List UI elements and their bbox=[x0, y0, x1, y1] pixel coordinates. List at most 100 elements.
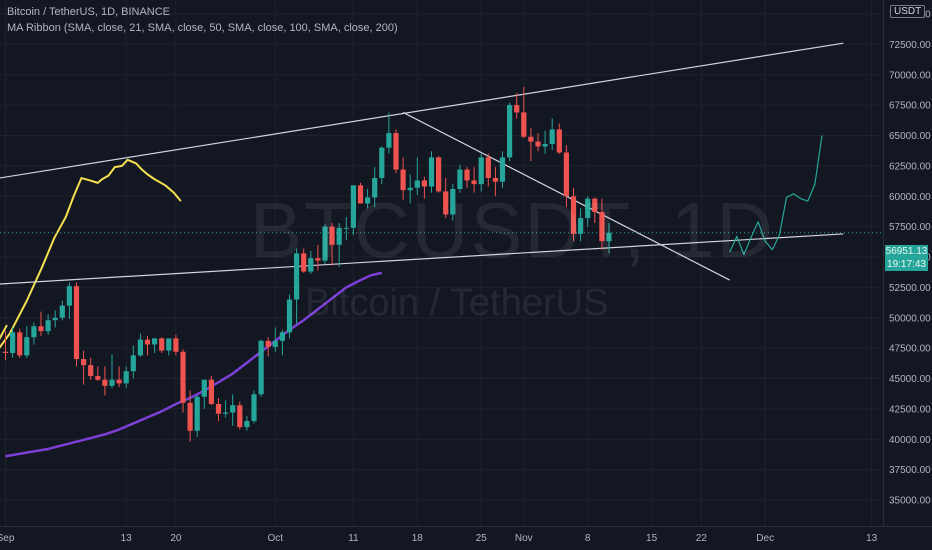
ma-21-line bbox=[0, 158, 182, 349]
symbol-watermark: BTCUSDT, 1D bbox=[250, 186, 775, 274]
time-tick-label: 13 bbox=[866, 533, 878, 544]
candle-body bbox=[407, 187, 413, 191]
candle-body bbox=[52, 317, 58, 321]
price-tick-label: 70000.00 bbox=[889, 70, 931, 81]
candle-body bbox=[59, 305, 65, 318]
candle-body bbox=[38, 326, 44, 332]
candle-body bbox=[123, 371, 129, 384]
price-tick-label: 60000.00 bbox=[889, 192, 931, 203]
candle-body bbox=[485, 157, 491, 179]
price-axis-panel bbox=[883, 0, 932, 550]
candle-body bbox=[308, 258, 314, 272]
candle-body bbox=[499, 157, 506, 182]
candle-body bbox=[258, 340, 264, 395]
candle-body bbox=[507, 105, 513, 158]
candle-body bbox=[428, 157, 435, 187]
candle-body bbox=[464, 169, 470, 181]
candle-body bbox=[66, 286, 72, 306]
currency-button[interactable]: USDT bbox=[890, 5, 926, 18]
indicator-legend[interactable]: MA Ribbon (SMA, close, 21, SMA, close, 5… bbox=[7, 22, 398, 34]
candle-body bbox=[436, 157, 442, 192]
projection-path bbox=[729, 135, 823, 256]
candle-body bbox=[109, 379, 115, 386]
candle-body bbox=[400, 169, 406, 191]
candle-body bbox=[357, 185, 364, 204]
candle-body bbox=[350, 185, 356, 228]
candle-body bbox=[208, 379, 214, 405]
price-tick-label: 37500.00 bbox=[889, 465, 931, 476]
price-tick-label: 52500.00 bbox=[889, 283, 931, 294]
time-tick-label: Nov bbox=[515, 533, 533, 544]
candle-body bbox=[152, 338, 158, 345]
candle-body bbox=[279, 332, 285, 341]
candle-body bbox=[95, 376, 101, 380]
candle-body bbox=[343, 227, 349, 229]
trend-drawings[interactable] bbox=[0, 42, 883, 285]
candle-body bbox=[137, 339, 143, 356]
candle-body bbox=[322, 226, 328, 261]
candle-body bbox=[265, 340, 271, 347]
price-tick-label: 45000.00 bbox=[889, 374, 931, 385]
candle-body bbox=[443, 191, 449, 215]
candle-body bbox=[272, 340, 278, 347]
ma-21-path bbox=[0, 158, 182, 349]
candle-body bbox=[556, 129, 562, 153]
candle-body bbox=[102, 379, 108, 386]
candle-body bbox=[10, 332, 16, 353]
price-tick-label: 62500.00 bbox=[889, 161, 931, 172]
candle-body bbox=[549, 129, 555, 145]
candle-body bbox=[492, 178, 498, 182]
time-tick-label: 22 bbox=[696, 533, 708, 544]
chart-title[interactable]: Bitcoin / TetherUS, 1D, BINANCE bbox=[7, 6, 171, 18]
time-tick-label: 11 bbox=[348, 533, 359, 544]
candle-body bbox=[286, 299, 293, 333]
candle-body bbox=[457, 169, 463, 189]
price-tick-label: 47500.00 bbox=[889, 344, 931, 355]
price-tick-label: 57500.00 bbox=[889, 222, 931, 233]
ma-long-line bbox=[5, 271, 383, 458]
candle-body bbox=[166, 338, 172, 351]
time-tick-label: 25 bbox=[476, 533, 488, 544]
candle-body bbox=[116, 379, 122, 384]
candle-body bbox=[88, 365, 94, 377]
candle-body bbox=[570, 196, 577, 234]
candle-body bbox=[365, 197, 371, 204]
candle-body bbox=[315, 258, 321, 261]
candle-body bbox=[130, 355, 136, 372]
candle-body bbox=[336, 227, 342, 245]
price-tick-label: 72500.00 bbox=[889, 40, 931, 51]
time-axis-panel bbox=[0, 526, 932, 550]
time-tick-label: 20 bbox=[170, 533, 182, 544]
candle-body bbox=[372, 178, 378, 198]
bar-countdown-label: 19:17:43 bbox=[885, 258, 928, 271]
candle-body bbox=[187, 402, 193, 431]
time-tick-label: 13 bbox=[121, 533, 133, 544]
candle-body bbox=[244, 421, 250, 428]
candle-body bbox=[329, 226, 335, 245]
price-tick-label: 42500.00 bbox=[889, 404, 931, 415]
candle-body bbox=[81, 359, 87, 366]
candle-body bbox=[386, 133, 392, 148]
candle-body bbox=[31, 326, 37, 338]
lower-channel-line bbox=[0, 233, 844, 285]
candle-body bbox=[223, 412, 229, 414]
candle-body bbox=[578, 218, 584, 234]
candle-body bbox=[521, 112, 527, 137]
candle-body bbox=[563, 152, 569, 197]
candle-body bbox=[159, 338, 165, 351]
candle-body bbox=[528, 136, 534, 142]
price-tick-label: 35000.00 bbox=[889, 496, 931, 507]
candle-body bbox=[45, 320, 51, 332]
candle-body bbox=[24, 337, 30, 356]
candle-body bbox=[301, 253, 307, 272]
time-tick-label: 15 bbox=[646, 533, 658, 544]
candles bbox=[2, 86, 612, 442]
time-tick-label: 8 bbox=[585, 533, 591, 544]
candle-body bbox=[535, 141, 541, 147]
candle-body bbox=[194, 396, 200, 431]
candle-body bbox=[379, 147, 385, 179]
time-tick-label: Dec bbox=[756, 533, 774, 544]
time-tick-label: 18 bbox=[412, 533, 424, 544]
candle-body bbox=[606, 232, 612, 242]
